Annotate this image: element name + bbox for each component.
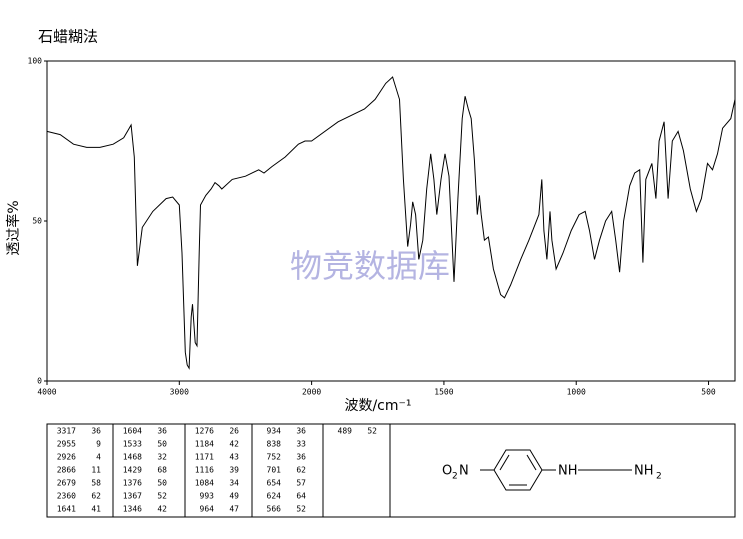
atom-subscript: 2 [452, 472, 458, 482]
x-tick-label: 1000 [567, 388, 586, 397]
peak-wavenumber: 2926 [57, 453, 76, 462]
x-tick-label: 500 [701, 388, 716, 397]
peak-wavenumber: 654 [267, 479, 282, 488]
y-axis-label: 透过率% [5, 200, 22, 255]
x-tick-label: 3000 [170, 388, 189, 397]
peak-wavenumber: 1084 [195, 479, 214, 488]
peak-wavenumber: 1376 [123, 479, 142, 488]
peak-wavenumber: 2866 [57, 466, 76, 475]
double-bond [526, 454, 537, 471]
peak-wavenumber: 1116 [195, 466, 214, 475]
watermark: 物竞数据库 [290, 247, 450, 285]
peak-wavenumber: 2679 [57, 479, 76, 488]
plot-frame [46, 60, 736, 382]
peak-transmittance: 42 [157, 505, 167, 514]
peak-wavenumber: 1171 [195, 453, 214, 462]
peak-wavenumber: 1604 [123, 427, 142, 436]
peak-transmittance: 36 [91, 427, 101, 436]
peak-transmittance: 4 [96, 453, 101, 462]
x-tick-label: 2000 [302, 388, 321, 397]
peak-wavenumber: 2955 [57, 440, 76, 449]
y-tick-label: 100 [28, 57, 43, 66]
peak-transmittance: 64 [296, 492, 306, 501]
peak-transmittance: 62 [91, 492, 101, 501]
atom-subscript: 2 [656, 472, 662, 482]
peak-transmittance: 33 [296, 440, 306, 449]
peak-wavenumber: 752 [267, 453, 282, 462]
peak-transmittance: 43 [229, 453, 239, 462]
peak-transmittance: 32 [157, 453, 167, 462]
peak-wavenumber: 1276 [195, 427, 214, 436]
peak-wavenumber: 489 [338, 427, 353, 436]
peak-transmittance: 62 [296, 466, 306, 475]
peak-wavenumber: 1346 [123, 505, 142, 514]
benzene-ring [493, 449, 543, 491]
peak-transmittance: 36 [296, 453, 306, 462]
peak-wavenumber: 964 [200, 505, 215, 514]
peak-transmittance: 49 [229, 492, 239, 501]
double-bond [499, 454, 510, 471]
peak-wavenumber: 1184 [195, 440, 214, 449]
peak-transmittance: 50 [157, 440, 167, 449]
y-tick-label: 0 [37, 377, 42, 386]
peak-transmittance: 41 [91, 505, 101, 514]
peak-wavenumber: 934 [267, 427, 282, 436]
atom: NH [558, 464, 578, 479]
peak-transmittance: 52 [157, 492, 167, 501]
peak-transmittance: 26 [229, 427, 239, 436]
peak-transmittance: 58 [91, 479, 101, 488]
x-tick-label: 1500 [434, 388, 453, 397]
peak-wavenumber: 2360 [57, 492, 76, 501]
spectrum-line [46, 76, 736, 370]
peak-wavenumber: 1641 [57, 505, 76, 514]
atom: N [459, 464, 469, 479]
peak-transmittance: 50 [157, 479, 167, 488]
peak-wavenumber: 1468 [123, 453, 142, 462]
peak-transmittance: 39 [229, 466, 239, 475]
peak-transmittance: 42 [229, 440, 239, 449]
atom: O [442, 464, 452, 479]
peak-transmittance: 9 [96, 440, 101, 449]
peak-wavenumber: 624 [267, 492, 282, 501]
peak-transmittance: 47 [229, 505, 239, 514]
y-tick-label: 50 [32, 217, 42, 226]
structure [480, 449, 632, 491]
peak-wavenumber: 701 [267, 466, 282, 475]
chart-title: 石蜡糊法 [38, 28, 98, 46]
peak-transmittance: 68 [157, 466, 167, 475]
atom: NH [634, 464, 654, 479]
peak-transmittance: 34 [229, 479, 239, 488]
peak-transmittance: 52 [367, 427, 377, 436]
x-axis-label: 波数/cm⁻¹ [344, 398, 411, 414]
peak-wavenumber: 1367 [123, 492, 142, 501]
peak-transmittance: 11 [91, 466, 101, 475]
peak-transmittance: 57 [296, 479, 306, 488]
peak-wavenumber: 1533 [123, 440, 142, 449]
peak-transmittance: 36 [296, 427, 306, 436]
peak-wavenumber: 566 [267, 505, 282, 514]
peak-wavenumber: 993 [200, 492, 215, 501]
x-tick-label: 4000 [37, 388, 56, 397]
peak-wavenumber: 838 [267, 440, 282, 449]
peak-wavenumber: 1429 [123, 466, 142, 475]
peak-transmittance: 52 [296, 505, 306, 514]
table-frame [46, 423, 736, 518]
peak-transmittance: 36 [157, 427, 167, 436]
peak-wavenumber: 3317 [57, 427, 76, 436]
